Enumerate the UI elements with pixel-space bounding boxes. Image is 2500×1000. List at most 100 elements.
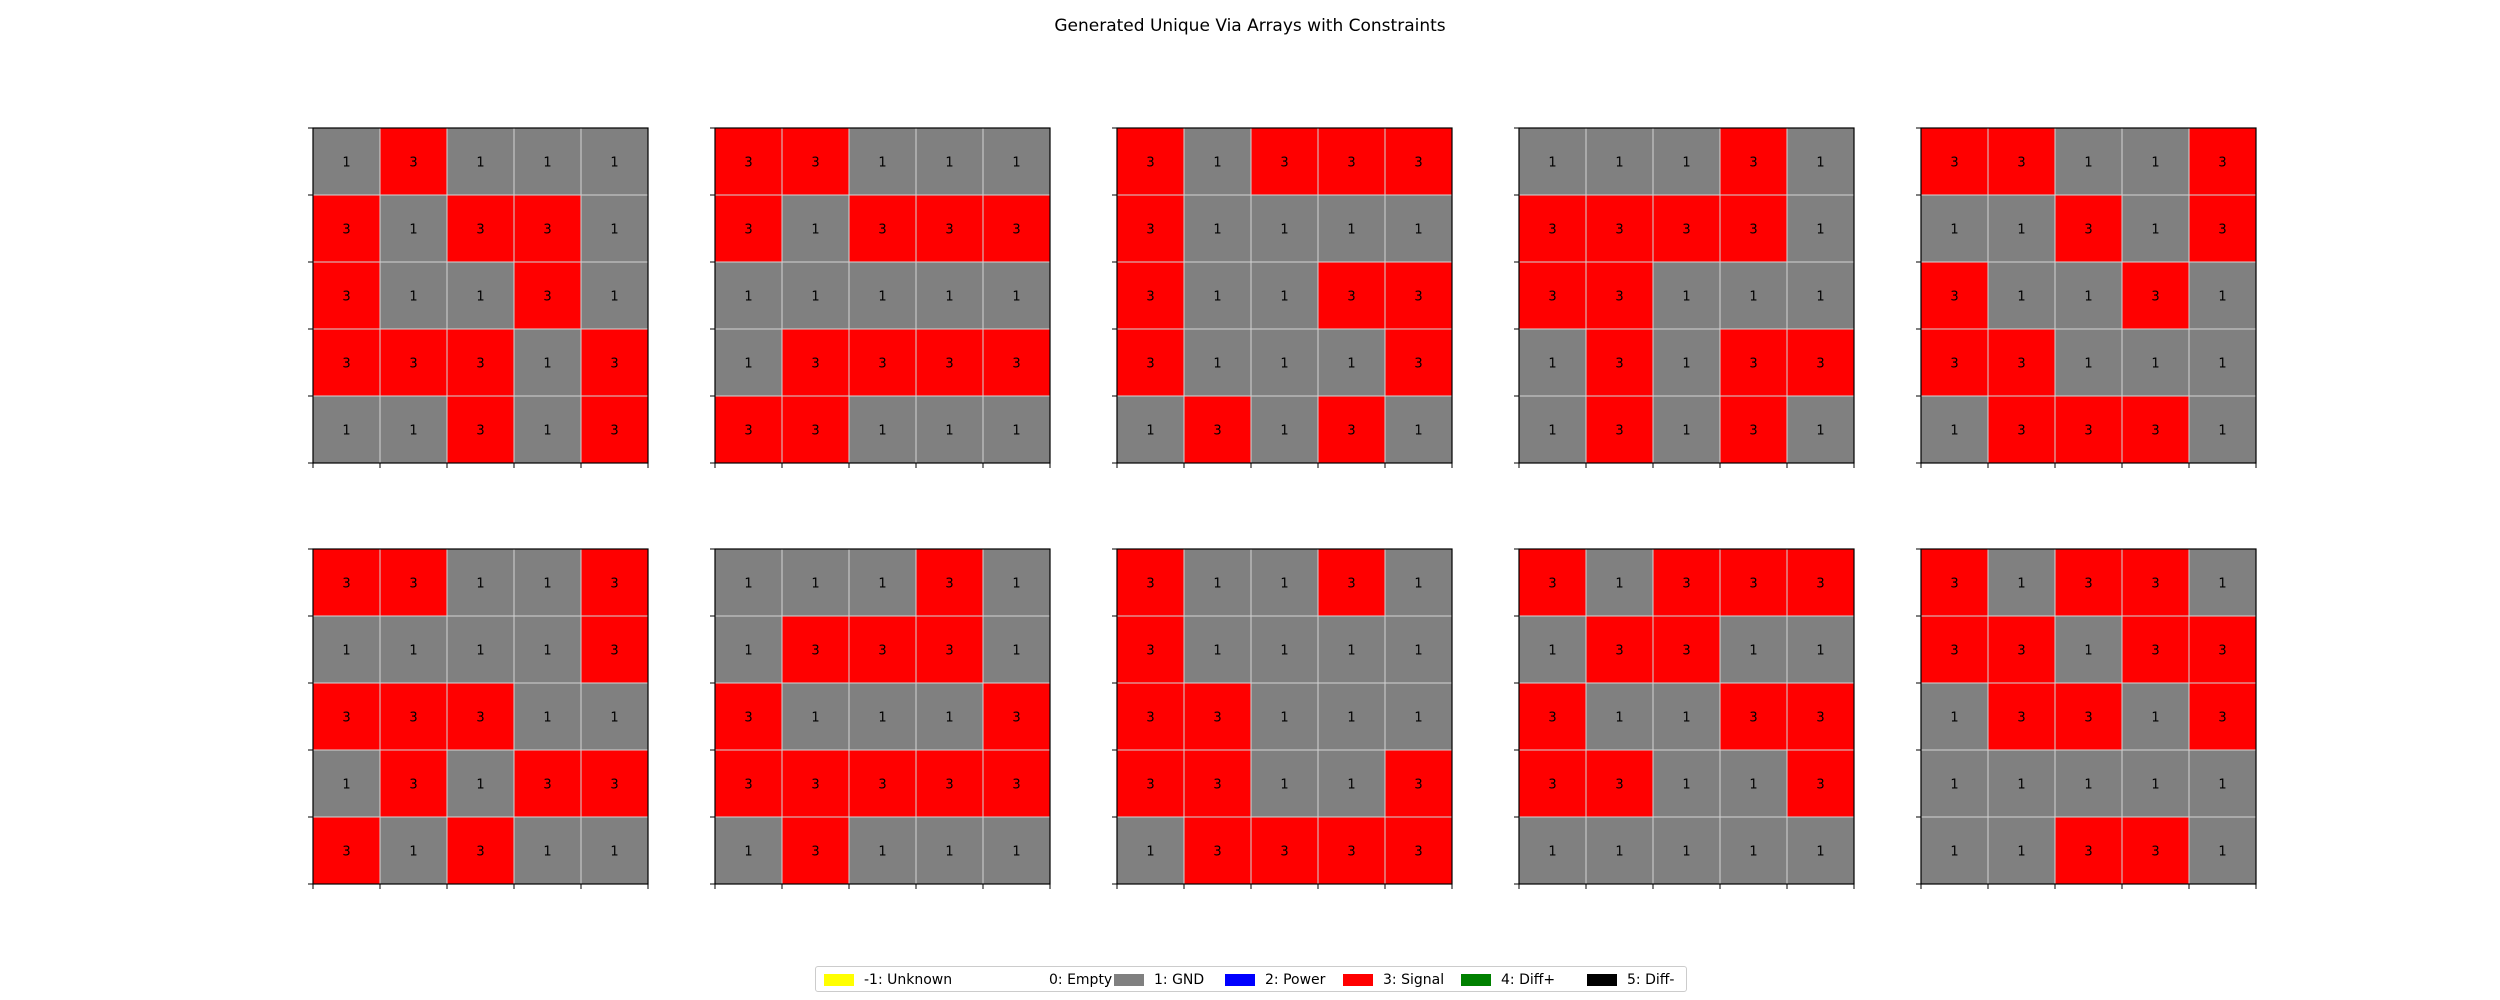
via-cell-value: 1 (1213, 577, 1221, 592)
via-cell-value: 1 (1816, 644, 1824, 659)
via-cell (1384, 682, 1453, 751)
via-cell-value: 1 (1213, 156, 1221, 171)
via-cell-value: 1 (2151, 357, 2159, 372)
via-cell-value: 3 (476, 357, 484, 372)
via-cell-value: 1 (878, 424, 886, 439)
via-cell-value: 3 (1615, 778, 1623, 793)
via-cell-value: 1 (1682, 290, 1690, 305)
via-cell-value: 1 (1280, 424, 1288, 439)
legend-label: 3: Signal (1383, 972, 1445, 988)
via-cell-value: 1 (1012, 845, 1020, 860)
via-cell (915, 261, 984, 330)
via-cell-value: 1 (1682, 711, 1690, 726)
via-cell-value: 3 (543, 290, 551, 305)
via-cell-value: 3 (1615, 290, 1623, 305)
via-cell-value: 3 (811, 357, 819, 372)
via-cell (312, 682, 381, 751)
via-cell (2054, 682, 2123, 751)
via-cell (1317, 127, 1386, 196)
via-cell-value: 1 (1414, 223, 1422, 238)
via-cell-value: 1 (342, 424, 350, 439)
via-cell (1652, 395, 1721, 464)
via-cell-value: 1 (1280, 711, 1288, 726)
via-cell (848, 194, 917, 263)
via-array-2: 3 3 1 1 1 3 1 3 3 3 1 1 1 1 1 1 3 3 3 3 3 3 1 1 1 (710, 127, 1051, 468)
via-cell-value: 3 (1146, 156, 1154, 171)
via-cell-value: 3 (811, 156, 819, 171)
via-cell-value: 1 (1012, 644, 1020, 659)
via-cell-value: 1 (1012, 290, 1020, 305)
via-cell (2054, 816, 2123, 885)
via-cell (2188, 194, 2257, 263)
via-cell-value: 3 (1347, 424, 1355, 439)
via-cell-value: 3 (2084, 223, 2092, 238)
via-cell-value: 1 (1146, 424, 1154, 439)
via-cell-value: 1 (945, 290, 953, 305)
via-cell (580, 261, 649, 330)
via-cell (513, 816, 582, 885)
via-cell-value: 1 (1682, 778, 1690, 793)
legend-label: 5: Diff- (1627, 972, 1675, 988)
via-cell (1920, 615, 1989, 684)
via-cell-value: 3 (476, 424, 484, 439)
via-cell-value: 1 (878, 711, 886, 726)
via-cell (2188, 615, 2257, 684)
via-cell-value: 3 (2017, 424, 2025, 439)
via-cell (446, 328, 515, 397)
via-cell (446, 816, 515, 885)
via-cell (1384, 615, 1453, 684)
via-cell-value: 1 (945, 156, 953, 171)
via-cell (580, 749, 649, 818)
via-cell-value: 1 (1749, 644, 1757, 659)
via-cell (848, 816, 917, 885)
via-cell (446, 749, 515, 818)
legend-item: 2: Power (1225, 971, 1325, 989)
via-cell-value: 3 (476, 223, 484, 238)
via-cell (1317, 749, 1386, 818)
via-cell-value: 3 (1146, 644, 1154, 659)
via-cell (1987, 816, 2056, 885)
via-cell (1250, 548, 1319, 617)
via-cell (1518, 395, 1587, 464)
via-cell (1786, 682, 1855, 751)
via-cell (982, 615, 1051, 684)
legend-label: 1: GND (1154, 972, 1205, 988)
axes-frame (312, 548, 649, 885)
via-cell-value: 3 (1950, 290, 1958, 305)
via-cell-value: 1 (1548, 424, 1556, 439)
via-cell-value: 3 (2084, 577, 2092, 592)
via-cell-value: 3 (1280, 156, 1288, 171)
via-cell-value: 1 (1749, 290, 1757, 305)
via-cell (1987, 395, 2056, 464)
via-cell (1786, 816, 1855, 885)
via-cell (1317, 395, 1386, 464)
via-cell (714, 328, 783, 397)
via-cell-value: 1 (2218, 577, 2226, 592)
via-cell (513, 261, 582, 330)
via-cell-value: 1 (878, 845, 886, 860)
via-cell-value: 3 (945, 357, 953, 372)
via-cell-value: 1 (2017, 290, 2025, 305)
via-cell-value: 3 (811, 778, 819, 793)
via-cell (1317, 682, 1386, 751)
via-cell (1518, 548, 1587, 617)
via-cell-value: 1 (2218, 845, 2226, 860)
via-cell-value: 1 (2218, 290, 2226, 305)
via-cell (2121, 615, 2190, 684)
via-cell-value: 3 (1213, 711, 1221, 726)
via-cell (1116, 127, 1185, 196)
via-cell (1116, 749, 1185, 818)
via-cell-value: 1 (1414, 577, 1422, 592)
legend-item: 4: Diff+ (1461, 971, 1555, 989)
via-cell (2054, 261, 2123, 330)
via-cell (1518, 328, 1587, 397)
legend-item: 3: Signal (1343, 971, 1444, 989)
via-cell-value: 1 (409, 223, 417, 238)
legend-label: -1: Unknown (864, 972, 953, 988)
via-cell (1987, 749, 2056, 818)
via-cell-value: 1 (1012, 156, 1020, 171)
via-cell-value: 1 (476, 156, 484, 171)
via-cell-value: 3 (1012, 357, 1020, 372)
via-cell (1719, 395, 1788, 464)
via-cell-value: 3 (1615, 644, 1623, 659)
